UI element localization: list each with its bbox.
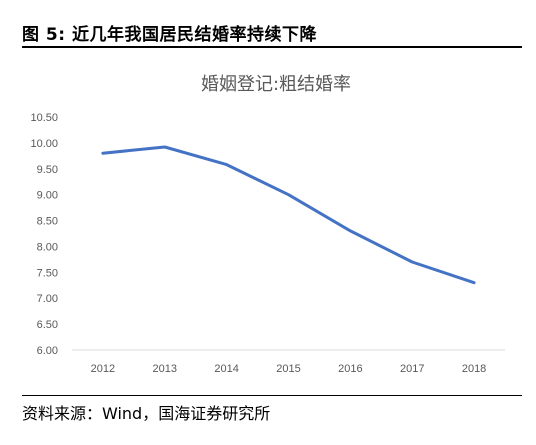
title-divider xyxy=(22,46,522,48)
y-tick-label: 10.50 xyxy=(30,112,58,124)
series-line xyxy=(101,145,476,285)
y-tick-label: 8.00 xyxy=(37,241,58,253)
series-lines xyxy=(101,145,476,285)
source-divider xyxy=(22,395,522,396)
x-tick-label: 2015 xyxy=(276,363,300,375)
x-axis-ticks: 2012 2013 2014 2015 2016 2017 2018 xyxy=(91,363,487,375)
x-tick-label: 2016 xyxy=(338,363,362,375)
y-tick-label: 7.00 xyxy=(37,293,58,305)
x-tick-label: 2017 xyxy=(400,363,424,375)
y-axis-ticks: 10.50 10.00 9.50 9.00 8.50 8.00 7.50 7.00 6.50 6.… xyxy=(30,112,58,357)
y-tick-label: 10.00 xyxy=(30,138,58,150)
x-tick-label: 2012 xyxy=(91,363,115,375)
y-tick-label: 9.00 xyxy=(37,190,58,202)
y-tick-label: 9.50 xyxy=(37,164,58,176)
y-tick-label: 8.50 xyxy=(37,216,58,228)
figure-title: 图 5: 近几年我国居民结婚率持续下降 xyxy=(22,25,317,45)
source-note: 资料来源：Wind，国海证券研究所 xyxy=(22,404,271,423)
x-tick-label: 2014 xyxy=(214,363,238,375)
y-tick-label: 6.50 xyxy=(37,319,58,331)
x-tick-label: 2018 xyxy=(462,363,486,375)
x-tick-label: 2013 xyxy=(153,363,177,375)
chart-title: 婚姻登记:粗结婚率 xyxy=(201,74,351,95)
y-tick-label: 7.50 xyxy=(37,267,58,279)
y-tick-label: 6.00 xyxy=(37,345,58,357)
